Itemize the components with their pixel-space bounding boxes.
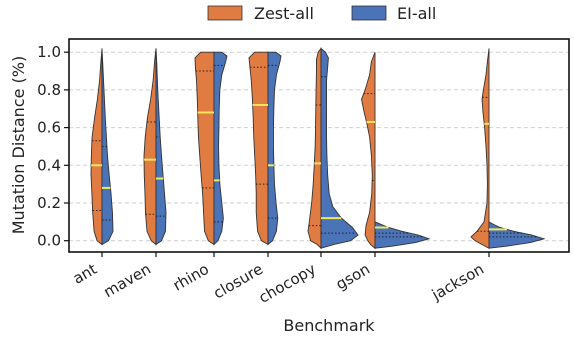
violin-half-zest (470, 48, 490, 249)
violin-half-ei (155, 48, 167, 246)
violin-chocopy (307, 47, 359, 250)
x-tick-label: rhino (170, 260, 212, 295)
violin-half-ei (267, 51, 282, 246)
x-tick-label: gson (333, 260, 373, 294)
y-tick-label: 0.0 (37, 232, 61, 250)
y-tick-label: 0.2 (37, 194, 61, 212)
legend: Zest-all EI-all (207, 4, 436, 23)
x-tick-label: maven (100, 260, 154, 301)
legend-label-zest-all: Zest-all (254, 4, 314, 23)
violin-half-zest (90, 48, 103, 246)
y-tick-label: 0.6 (37, 119, 61, 137)
violin-half-zest (194, 51, 215, 246)
legend-swatch-zest-all (207, 5, 243, 21)
y-axis-label: Mutation Distance (%) (9, 56, 28, 235)
violins (90, 47, 546, 250)
legend-swatch-ei-all (351, 5, 387, 21)
violin-half-ei (213, 51, 228, 246)
x-tick-label: ant (70, 260, 100, 288)
violin-half-ei (488, 221, 546, 249)
plot-frame (68, 38, 570, 253)
y-tick-label: 1.0 (37, 43, 61, 61)
violin-half-zest (307, 47, 322, 250)
violin-half-zest (361, 52, 376, 250)
violin-half-ei (374, 221, 431, 249)
y-tick-label: 0.4 (37, 156, 61, 174)
violin-ant (90, 48, 114, 246)
violin-half-zest (143, 48, 157, 246)
violin-jackson (470, 48, 546, 249)
violin-half-zest (248, 51, 269, 246)
y-ticks: 0.0 0.2 0.4 0.6 0.8 1.0 (37, 43, 69, 250)
violin-half-ei (101, 48, 114, 246)
violin-maven (143, 48, 167, 246)
violin-rhino (194, 51, 228, 246)
y-tick-label: 0.8 (37, 81, 61, 99)
violin-half-ei (320, 47, 359, 249)
violin-gson (361, 52, 431, 250)
legend-label-ei-all: EI-all (397, 4, 436, 23)
x-tick-label: chocopy (256, 260, 319, 307)
x-axis-label: Benchmark (283, 316, 375, 335)
x-tick-label: jackson (428, 260, 487, 304)
violin-closure (248, 51, 282, 246)
